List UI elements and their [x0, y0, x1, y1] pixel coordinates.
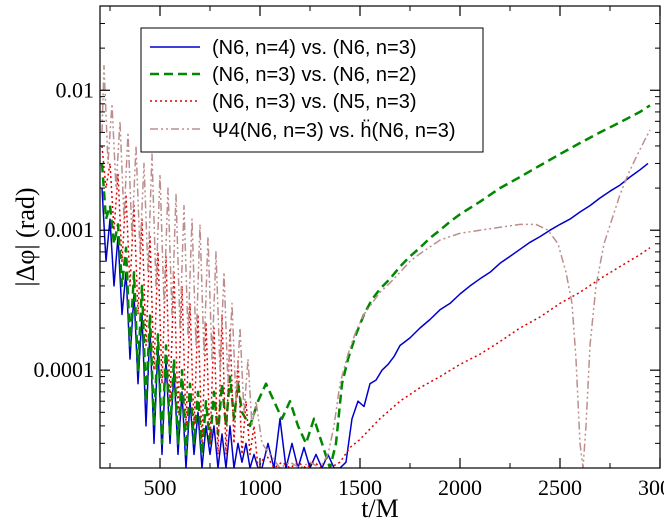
x-tick-label: 1000	[238, 475, 282, 500]
series-layer	[100, 64, 651, 468]
x-tick-label: 500	[144, 475, 177, 500]
legend-label-3: Ψ4(N6, n=3) vs. ḧ(N6, n=3)	[212, 119, 455, 142]
legend-box	[140, 27, 484, 153]
x-tick-label: 2000	[438, 475, 482, 500]
y-tick-label: 0.01	[56, 77, 95, 102]
legend: (N6, n=4) vs. (N6, n=3) (N6, n=3) vs. (N…	[140, 27, 484, 153]
legend-label-0: (N6, n=4) vs. (N6, n=3)	[212, 37, 417, 59]
x-tick-label: 3000	[638, 475, 664, 500]
series-line-1	[100, 104, 651, 468]
x-axis-label: t/M	[361, 494, 399, 523]
y-tick-label: 0.001	[45, 217, 95, 242]
legend-label-2: (N6, n=3) vs. (N5, n=3)	[212, 91, 417, 113]
y-axis-label: |Δφ| (rad)	[11, 187, 40, 286]
x-tick-label: 1500	[338, 475, 382, 500]
axis-layer: 500 1000 1500 2000 2500 3000 0.0001 0.001 0.01	[34, 5, 664, 500]
series-line-3	[101, 64, 651, 468]
y-tick-label: 0.0001	[34, 357, 95, 382]
x-tick-label: 2500	[538, 475, 582, 500]
legend-label-1: (N6, n=3) vs. (N6, n=2)	[212, 64, 417, 86]
